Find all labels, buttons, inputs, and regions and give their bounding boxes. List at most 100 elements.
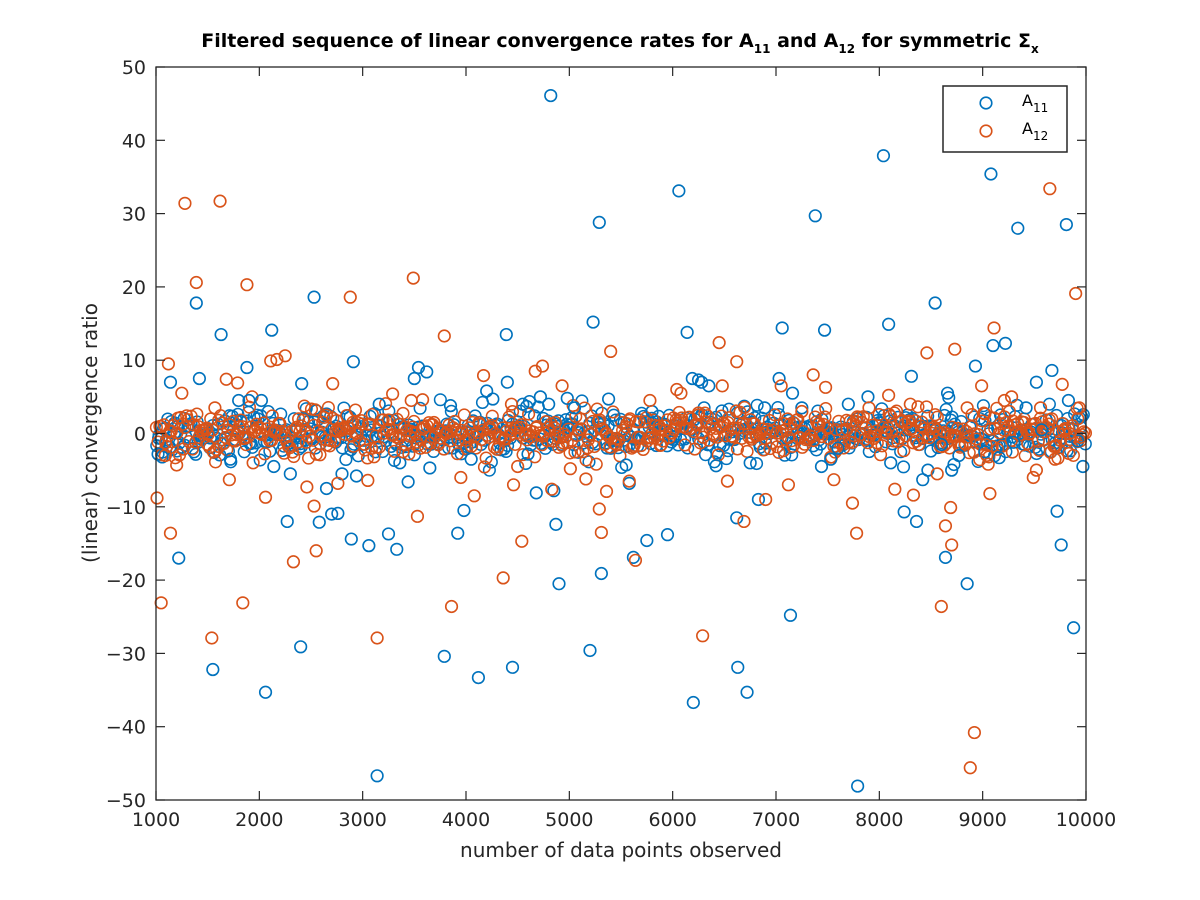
band-point-a12 xyxy=(299,435,313,449)
band-point-a12 xyxy=(358,437,372,451)
band-point-a12 xyxy=(1005,445,1019,459)
data-point-a11 xyxy=(443,399,458,413)
data-point-a11 xyxy=(743,456,757,470)
data-point-a11 xyxy=(824,452,838,466)
data-point-a12 xyxy=(987,321,1001,335)
data-point-a12 xyxy=(938,519,953,533)
data-point-a11 xyxy=(583,643,597,658)
data-point-a12 xyxy=(437,329,451,343)
data-point-a12 xyxy=(396,445,410,459)
band-point-a12 xyxy=(477,460,492,474)
data-point-a12 xyxy=(319,408,334,422)
data-point-a12 xyxy=(944,500,958,515)
band-point-a12 xyxy=(185,442,200,456)
data-point-a12 xyxy=(286,555,301,569)
band-point-a11 xyxy=(771,401,785,415)
data-point-a11 xyxy=(163,375,178,389)
data-point-a11 xyxy=(258,685,273,699)
data-point-a11 xyxy=(934,437,948,452)
data-point-a12 xyxy=(960,401,974,415)
band-point-a12 xyxy=(698,406,712,420)
data-point-a11 xyxy=(730,511,744,525)
band-point-a12 xyxy=(372,440,386,454)
band-point-a11 xyxy=(1042,397,1056,411)
title-part-2: and A xyxy=(770,30,838,52)
band-point-a12 xyxy=(387,444,401,458)
data-point-a12 xyxy=(154,596,168,610)
data-point-a12 xyxy=(862,401,876,415)
band-point-a12 xyxy=(791,412,805,427)
band-point-a12 xyxy=(613,449,627,463)
data-point-a12 xyxy=(882,388,896,402)
data-point-a12 xyxy=(622,474,636,488)
band-point-a12 xyxy=(269,424,283,438)
data-point-a11 xyxy=(772,371,786,386)
data-point-a12 xyxy=(696,629,710,643)
data-point-a12 xyxy=(292,412,306,426)
band-point-a12 xyxy=(661,413,675,427)
band-point-a12 xyxy=(979,438,993,452)
band-point-a12 xyxy=(508,437,522,451)
data-point-a12 xyxy=(222,473,236,487)
band-point-a12 xyxy=(727,421,741,435)
data-point-a12 xyxy=(189,275,203,290)
x-tick-label: 10000 xyxy=(1056,809,1116,831)
band-point-a12 xyxy=(192,430,206,445)
band-point-a12 xyxy=(603,440,617,454)
data-point-a11 xyxy=(172,551,186,565)
data-point-a11 xyxy=(192,371,206,386)
band-point-a12 xyxy=(308,403,322,417)
band-point-a12 xyxy=(878,425,892,439)
band-point-a12 xyxy=(184,409,198,423)
data-point-a11 xyxy=(814,459,829,474)
data-point-a11 xyxy=(691,373,706,387)
band-point-a12 xyxy=(990,401,1004,415)
band-point-a12 xyxy=(239,438,253,452)
data-point-a11 xyxy=(307,290,321,304)
band-point-a12 xyxy=(323,439,337,453)
band-point-a12 xyxy=(381,413,396,427)
band-point-a12 xyxy=(897,444,911,458)
band-point-a12 xyxy=(928,408,942,422)
data-point-a11 xyxy=(861,390,875,404)
y-tick-label: 20 xyxy=(122,277,146,299)
data-point-a12 xyxy=(278,349,292,363)
x-axis-label: number of data points observed xyxy=(460,838,782,862)
band-point-a12 xyxy=(845,435,859,450)
band-point-a12 xyxy=(981,457,995,471)
dense-band-markers xyxy=(149,390,1093,477)
data-point-a12 xyxy=(331,476,345,490)
data-point-a11 xyxy=(960,577,974,591)
chart-title: Filtered sequence of linear convergence … xyxy=(201,30,1039,56)
data-point-a11 xyxy=(505,660,520,674)
band-point-a12 xyxy=(528,450,542,464)
band-point-a12 xyxy=(206,423,220,437)
band-point-a12 xyxy=(506,404,520,419)
x-tick-label: 8000 xyxy=(855,809,903,831)
data-point-a12 xyxy=(370,631,384,645)
data-point-a12 xyxy=(720,474,735,488)
band-point-a12 xyxy=(919,400,934,414)
data-point-a11 xyxy=(344,532,358,546)
data-point-a12 xyxy=(997,393,1011,408)
band-point-a12 xyxy=(768,408,782,422)
band-point-a12 xyxy=(258,447,272,461)
y-tick-label: −30 xyxy=(106,643,146,665)
data-point-a11 xyxy=(841,397,855,411)
band-point-a12 xyxy=(396,406,410,420)
data-point-a11 xyxy=(909,514,924,529)
data-point-a12 xyxy=(930,467,944,481)
data-point-a12 xyxy=(980,448,994,463)
band-point-a12 xyxy=(849,414,863,428)
band-point-a12 xyxy=(260,422,274,436)
data-point-a11 xyxy=(1066,621,1081,635)
data-point-a11 xyxy=(775,321,789,335)
legend-a11-name: A xyxy=(1022,91,1033,110)
band-point-a12 xyxy=(737,400,752,414)
title-part-1: Filtered sequence of linear convergence … xyxy=(201,30,754,52)
y-tick-label: −40 xyxy=(106,717,146,739)
band-point-a12 xyxy=(586,414,600,428)
data-point-a12 xyxy=(759,492,773,507)
data-point-a11 xyxy=(547,484,561,498)
